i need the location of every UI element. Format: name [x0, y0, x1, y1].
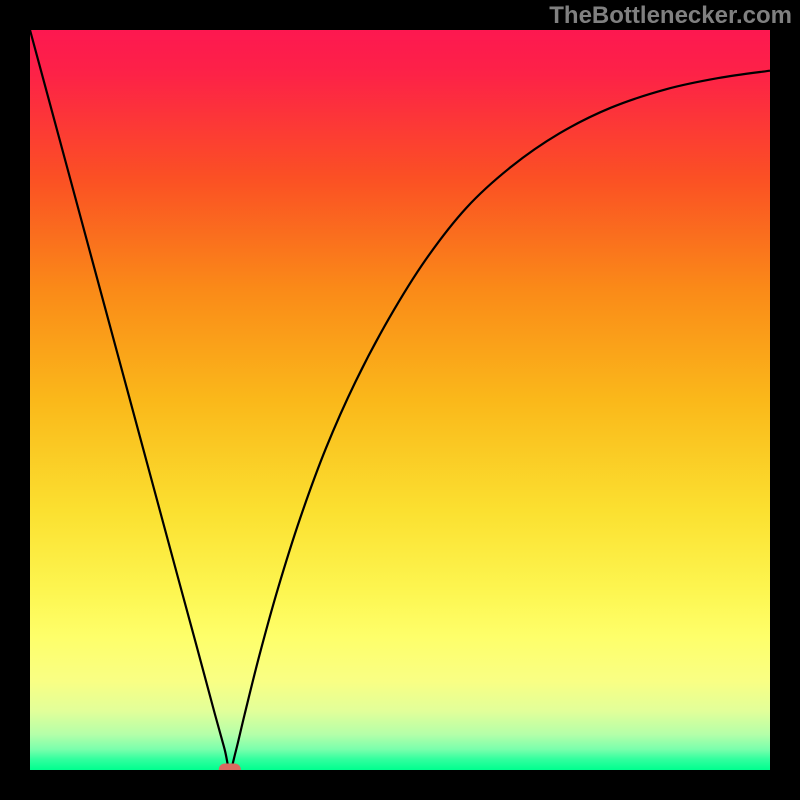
- bottleneck-curve-chart: [0, 0, 800, 800]
- frame-border: [0, 770, 800, 800]
- frame-border: [770, 0, 800, 800]
- chart-container: TheBottlenecker.com: [0, 0, 800, 800]
- frame-border: [0, 0, 30, 800]
- watermark-text: TheBottlenecker.com: [549, 2, 792, 30]
- plot-background: [30, 30, 770, 770]
